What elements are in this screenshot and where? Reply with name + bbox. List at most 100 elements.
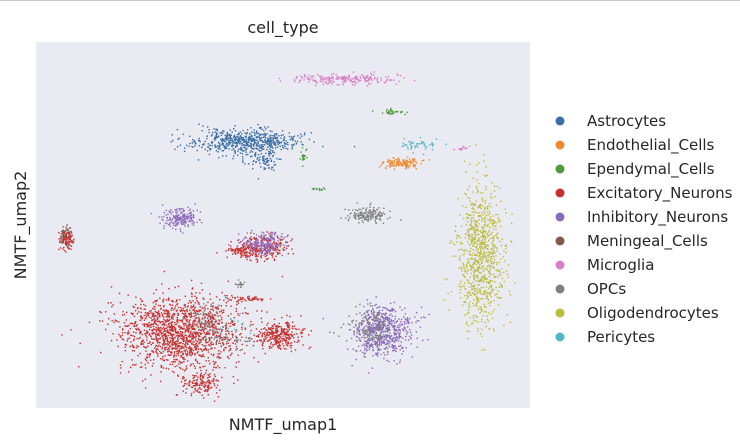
data-point bbox=[172, 325, 174, 328]
data-point bbox=[191, 332, 193, 334]
data-point bbox=[190, 213, 192, 215]
data-point bbox=[504, 245, 506, 247]
data-point bbox=[393, 162, 396, 164]
data-point bbox=[229, 136, 231, 138]
data-point bbox=[269, 135, 271, 137]
data-point bbox=[480, 306, 483, 308]
data-point bbox=[272, 139, 274, 141]
data-point bbox=[365, 80, 368, 82]
data-point bbox=[359, 213, 361, 215]
data-point bbox=[62, 240, 64, 242]
data-point bbox=[264, 249, 266, 251]
data-point bbox=[274, 250, 276, 252]
data-point bbox=[368, 313, 370, 316]
data-point bbox=[383, 321, 385, 324]
data-point bbox=[481, 262, 483, 264]
data-point bbox=[409, 331, 412, 333]
data-point bbox=[475, 144, 477, 146]
data-point bbox=[150, 323, 153, 325]
data-point bbox=[184, 147, 186, 149]
data-point bbox=[386, 347, 389, 349]
data-point bbox=[210, 148, 212, 150]
data-point bbox=[381, 309, 384, 311]
data-point bbox=[252, 250, 254, 253]
data-point bbox=[73, 238, 75, 240]
data-point bbox=[387, 75, 390, 78]
data-point bbox=[266, 245, 269, 247]
data-point bbox=[374, 76, 376, 79]
data-point bbox=[214, 136, 216, 139]
data-point bbox=[204, 335, 206, 338]
data-point bbox=[284, 249, 286, 251]
data-point bbox=[353, 334, 355, 336]
data-point bbox=[172, 341, 174, 343]
data-point bbox=[492, 253, 494, 256]
data-point bbox=[335, 73, 337, 76]
data-point bbox=[489, 216, 492, 218]
data-point bbox=[238, 142, 241, 145]
data-point bbox=[203, 345, 205, 347]
data-point bbox=[429, 144, 431, 146]
data-point bbox=[490, 206, 492, 208]
data-point bbox=[381, 336, 383, 338]
data-point bbox=[351, 81, 353, 83]
data-point bbox=[500, 258, 502, 260]
data-point bbox=[463, 271, 466, 273]
data-point bbox=[267, 141, 269, 143]
data-point bbox=[250, 236, 252, 238]
data-point bbox=[61, 235, 64, 237]
data-point bbox=[141, 317, 144, 319]
data-point bbox=[372, 110, 374, 112]
data-point bbox=[391, 113, 393, 115]
data-point bbox=[62, 230, 64, 232]
data-point bbox=[488, 328, 491, 330]
data-point bbox=[262, 158, 265, 160]
data-point bbox=[358, 222, 360, 224]
data-point bbox=[422, 316, 425, 318]
data-point bbox=[480, 310, 483, 313]
data-point bbox=[159, 358, 162, 360]
data-point bbox=[511, 222, 513, 224]
data-point bbox=[473, 284, 475, 287]
data-point bbox=[243, 238, 245, 240]
data-point bbox=[495, 225, 497, 227]
data-point bbox=[252, 248, 254, 250]
data-point bbox=[367, 219, 370, 221]
data-point bbox=[389, 113, 391, 115]
data-point bbox=[354, 217, 357, 219]
data-point bbox=[505, 244, 507, 246]
data-point bbox=[326, 77, 328, 79]
data-point bbox=[366, 85, 368, 87]
data-point bbox=[490, 233, 492, 235]
data-point bbox=[218, 357, 220, 359]
data-point bbox=[232, 139, 234, 142]
data-point bbox=[489, 294, 491, 296]
data-point bbox=[189, 340, 191, 342]
data-point bbox=[120, 336, 122, 338]
data-point bbox=[162, 335, 164, 337]
data-point bbox=[445, 143, 447, 146]
data-point bbox=[255, 133, 257, 135]
data-point bbox=[229, 135, 231, 138]
data-point bbox=[179, 218, 182, 220]
data-point bbox=[353, 332, 355, 334]
data-point bbox=[227, 249, 229, 251]
data-point bbox=[276, 141, 279, 143]
data-point bbox=[463, 267, 465, 270]
data-point bbox=[471, 267, 473, 269]
data-point bbox=[208, 131, 210, 134]
data-point bbox=[464, 276, 467, 278]
data-point bbox=[472, 240, 474, 242]
data-point bbox=[476, 179, 478, 181]
data-point bbox=[189, 313, 191, 316]
data-point bbox=[480, 253, 482, 255]
cluster-excitatory-neurons-14 bbox=[58, 230, 75, 253]
data-point bbox=[278, 135, 280, 137]
data-point bbox=[238, 314, 240, 317]
data-point bbox=[163, 324, 165, 327]
data-point bbox=[208, 312, 210, 315]
data-point bbox=[370, 72, 372, 74]
data-point bbox=[359, 303, 361, 306]
data-point bbox=[212, 325, 214, 327]
data-point bbox=[230, 250, 232, 252]
